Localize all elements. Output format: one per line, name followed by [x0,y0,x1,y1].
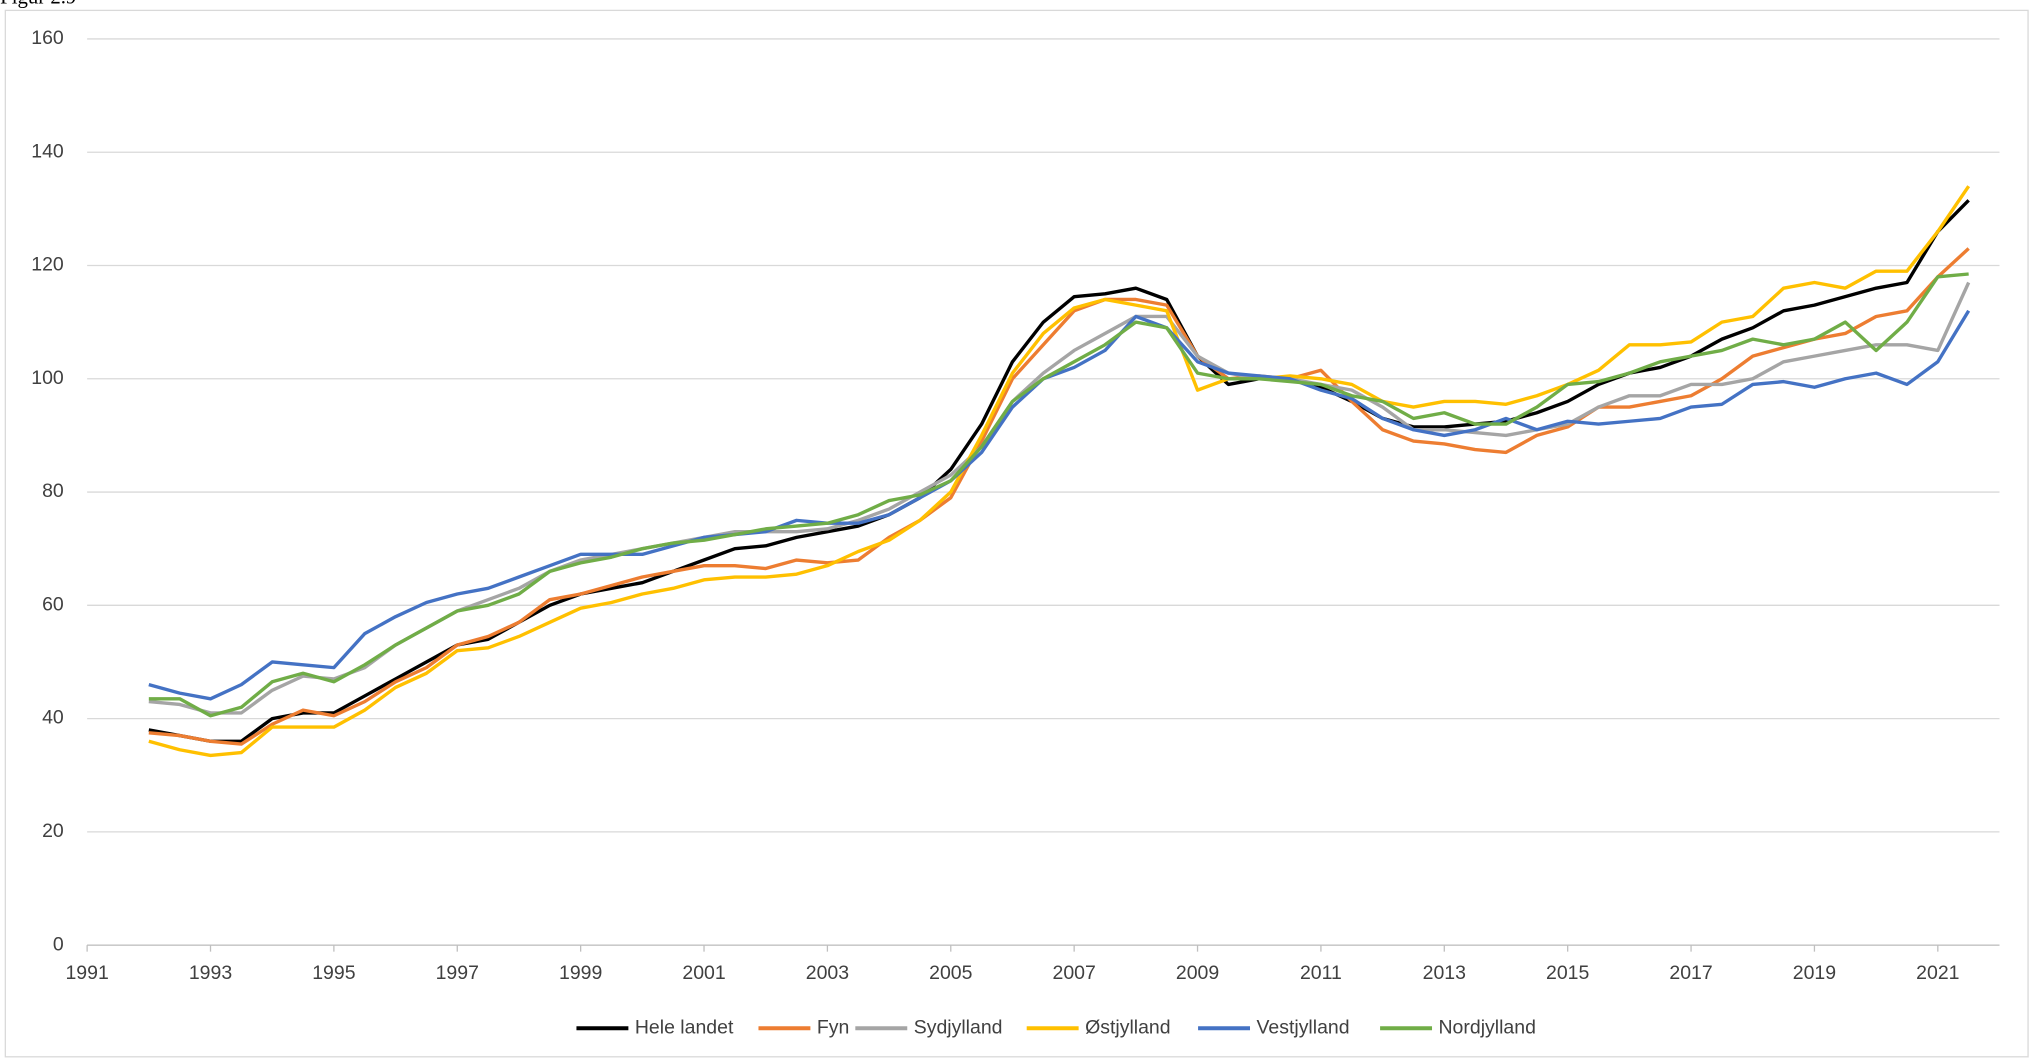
x-tick-label: 2015 [1546,962,1589,984]
x-tick-label: 1999 [559,962,602,984]
series-line [148,199,1970,743]
y-tick-label: 80 [42,480,64,502]
series-line [148,309,1971,701]
x-tick-label: 1993 [189,962,232,984]
x-tick-label: 2019 [1793,962,1836,984]
x-tick-label: 1991 [65,962,108,984]
y-tick-label: 140 [31,140,64,162]
legend-label: Nordjylland [1439,1016,1536,1038]
series-line [148,272,1969,718]
legend-label: Sydjylland [914,1016,1003,1038]
x-tick-label: 1997 [436,962,479,984]
x-tick-label: 2007 [1053,962,1096,984]
chart-frame [4,9,2029,1058]
series-line [148,281,1971,715]
x-tick-label: 2009 [1176,962,1219,984]
y-tick-label: 20 [42,820,64,842]
series-line [148,247,1970,746]
legend-label: Fyn [817,1016,849,1038]
y-tick-label: 40 [42,707,64,729]
x-tick-label: 2001 [682,962,725,984]
x-tick-label: 2005 [929,962,972,984]
legend-label: Hele landet [635,1016,734,1038]
legend-label: Østjylland [1085,1016,1170,1038]
legend-label: Vestjylland [1256,1016,1349,1038]
y-tick-label: 0 [53,933,64,955]
y-tick-label: 120 [31,254,64,276]
x-tick-label: 2017 [1669,962,1712,984]
y-tick-label: 60 [42,593,64,615]
chart-title: Figur 2.9 [0,0,76,8]
x-tick-label: 2021 [1916,962,1959,984]
series-line [148,185,1971,758]
x-tick-label: 2013 [1423,962,1466,984]
y-tick-label: 160 [31,27,64,49]
x-tick-label: 2011 [1300,962,1342,984]
x-tick-label: 1995 [312,962,355,984]
x-tick-label: 2003 [806,962,849,984]
y-tick-label: 100 [31,367,64,389]
